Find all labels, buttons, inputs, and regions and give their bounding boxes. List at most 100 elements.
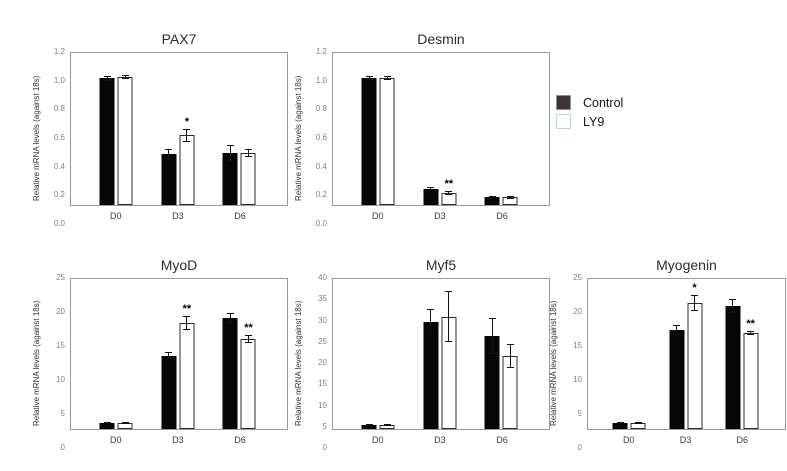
chart-title: Desmin [417,31,465,47]
y-tick-label: 25 [56,273,65,282]
x-category-label: D3 [434,211,446,221]
significance-marker: * [692,281,697,294]
bar-group: ** [222,279,256,429]
bar-slot [117,53,133,205]
error-bar [244,334,252,344]
plot-area: * ** [587,278,786,430]
y-axis: 0 5 10 15 20 25 [44,274,70,452]
x-category-label: D0 [372,211,384,221]
bar-control [99,78,115,205]
bar-slot: ** [179,279,195,429]
error-bar [445,191,453,195]
bar-ly9 [117,77,133,205]
bar-group [361,53,395,205]
x-category-label: D3 [679,435,692,445]
x-category-label: D0 [623,435,635,445]
y-tick-label: 20 [573,307,582,316]
error-bar [673,324,680,336]
x-axis-labels: D0 D3 D6 [70,206,288,224]
y-tick-label: 0.2 [315,190,327,200]
x-category-label: D6 [234,211,246,221]
bar-ly9 [179,135,195,205]
x-category-label: D6 [496,435,508,445]
y-tick-label: 10 [56,375,65,384]
y-axis-label: Relative mRNA levels (against 18s) [294,75,303,201]
error-bar [729,299,737,313]
bar-slot [379,279,395,429]
y-tick-label: 0 [322,443,327,452]
y-tick-label: 35 [318,294,327,304]
error-bar [244,149,252,157]
y-axis-label: Relative mRNA levels (against 18s) [549,300,558,426]
chart-myf5: Myf5 Relative mRNA levels (against 18s) … [292,254,550,454]
bar-group: ** [161,279,195,429]
x-category-label: D6 [496,211,508,221]
bar-group: ** [725,279,759,429]
error-bar [488,196,496,199]
y-tick-label: 0.6 [315,133,327,142]
bar-slot [725,279,741,429]
y-tick-label: 20 [318,358,327,367]
y-axis-label: Relative mRNA levels (against 18s) [32,75,41,201]
chart-myogenin: Myogenin Relative mRNA levels (against 1… [547,254,786,454]
legend-item-control: Control [556,95,623,110]
bar-control [484,197,500,205]
bar-slot: ** [743,279,759,429]
bar-group [361,279,395,429]
legend-swatch-control [556,95,571,110]
error-bar [427,309,435,336]
bar-ly9 [441,192,457,205]
bar-group [222,53,256,205]
y-tick-label: 5 [577,409,582,418]
bar-slot [423,279,439,429]
chart-desmin: Desmin Relative mRNA levels (against 18s… [292,28,550,230]
x-category-label: D3 [434,435,446,445]
chart-title: PAX7 [161,31,197,47]
bar-slot [161,53,177,205]
error-bar [103,75,111,81]
significance-marker: ** [244,321,253,334]
error-bar [445,291,453,342]
error-bar [383,424,391,427]
bar-control [361,425,377,429]
bar-slot [484,279,500,429]
y-axis-label: Relative mRNA levels (against 18s) [32,300,41,426]
y-tick-label: 20 [56,307,65,316]
bar-slot [222,53,238,205]
y-axis: 0 5 10 15 20 25 30 35 40 [306,274,332,452]
bar-group: * [669,279,702,429]
bar-group [484,53,518,205]
bar-slot [161,279,177,429]
bar-group: ** [423,53,457,205]
y-tick-label: 0.2 [53,190,65,200]
significance-marker: ** [746,317,755,330]
y-tick-label: 0.0 [53,219,65,228]
y-tick-label: 0.6 [53,133,65,142]
bar-slot [502,279,518,429]
error-bar [226,145,234,161]
bar-ly9 [630,423,646,429]
error-bar [506,343,514,369]
bar-group [99,53,133,205]
x-axis-labels: D0 D3 D6 [332,430,550,448]
y-tick-label: 0.0 [315,219,327,228]
plot-area: ** [332,52,550,206]
legend-label: LY9 [583,114,605,129]
plot-area [332,278,550,430]
x-axis-labels: D0 D3 D6 [332,206,550,224]
x-category-label: D0 [110,211,122,221]
bar-slot [361,279,377,429]
legend: Control LY9 [556,95,623,129]
bar-group [612,279,646,429]
bar-control [423,322,439,429]
bar-slot [379,53,395,205]
error-bar [165,149,173,160]
bar-control [361,78,377,205]
significance-marker: ** [444,178,454,191]
legend-label: Control [583,95,624,110]
x-category-label: D3 [172,211,184,221]
error-bar [121,421,129,424]
error-bar [747,330,755,336]
x-category-label: D6 [234,435,246,445]
significance-marker: ** [182,302,192,315]
